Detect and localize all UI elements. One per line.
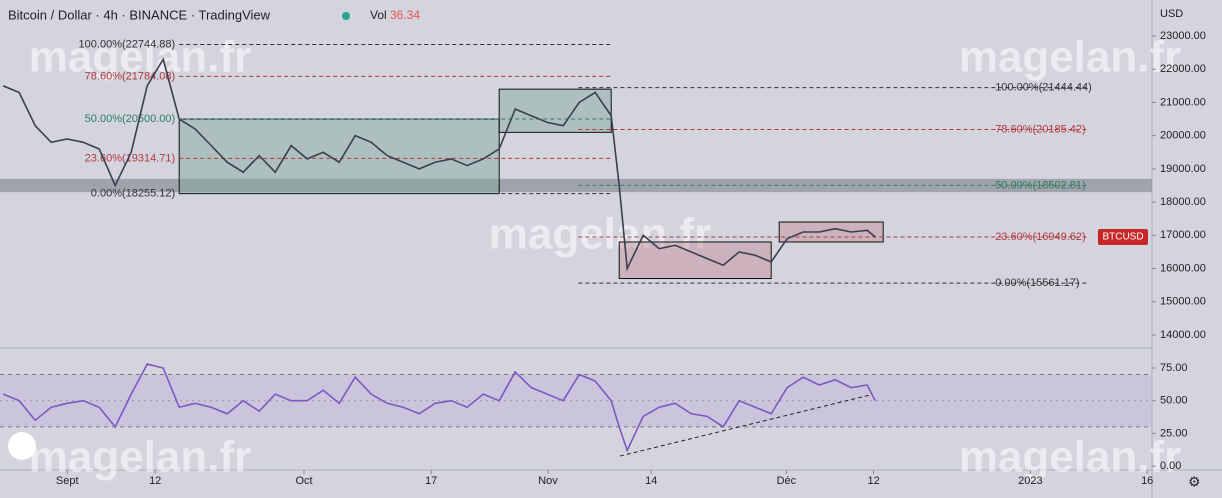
x-tick-label: Oct (295, 475, 312, 487)
fib-label: 0.00%(18255.12) (91, 188, 175, 200)
fib-label: 100.00%(21444.44) (995, 82, 1092, 94)
y-tick-label: 21000.00 (1160, 96, 1206, 108)
y-tick-label: 50.00 (1160, 395, 1188, 407)
status-dot (342, 12, 350, 20)
y-tick-label: 15000.00 (1160, 296, 1206, 308)
y-tick-label: 75.00 (1160, 362, 1188, 374)
x-tick-label: 2023 (1018, 475, 1042, 487)
fib-label: 100.00%(22744.88) (79, 38, 176, 50)
x-tick-label: Déc (777, 475, 797, 487)
range-box (778, 221, 884, 243)
range-box (618, 241, 772, 280)
y-tick-label: 18000.00 (1160, 196, 1206, 208)
y-tick-label: 14000.00 (1160, 329, 1206, 341)
settings-icon[interactable]: ⚙ (1188, 474, 1201, 490)
x-tick-label: 17 (425, 475, 437, 487)
x-tick-label: 12 (867, 475, 879, 487)
y-tick-label: 22000.00 (1160, 63, 1206, 75)
symbol-tag (1098, 228, 1148, 245)
support-band (0, 178, 1152, 193)
volume-label: Vol (370, 8, 387, 22)
chart-title: Bitcoin / Dollar · 4h · BINANCE · Tradin… (8, 7, 271, 22)
fib-label: 78.60%(20185.42) (995, 123, 1086, 135)
fib-label: 50.00%(18502.81) (995, 179, 1086, 191)
x-tick-label: 16 (1141, 475, 1153, 487)
logo (8, 432, 36, 460)
range-box (498, 88, 612, 133)
x-tick-label: 12 (149, 475, 161, 487)
watermark: magelan.fr (959, 33, 1182, 82)
y-tick-label: 17000.00 (1160, 229, 1206, 241)
volume-value: 36.34 (390, 8, 420, 22)
y-tick-label: 25.00 (1160, 427, 1188, 439)
symbol-tag-label: BTCUSD (1102, 232, 1143, 243)
y-tick-label: 16000.00 (1160, 262, 1206, 274)
fib-label: 0.00%(15561.17) (995, 277, 1079, 289)
fib-label: 78.60%(21784.08) (85, 70, 176, 82)
y-tick-label: 19000.00 (1160, 163, 1206, 175)
trendline (619, 394, 871, 457)
watermark: magelan.fr (29, 33, 252, 82)
price-line (2, 363, 876, 453)
fib-label: 23.60%(16949.62) (995, 231, 1086, 243)
x-tick-label: Nov (538, 475, 558, 487)
watermark: magelan.fr (489, 210, 712, 259)
x-tick-label: Sept (56, 475, 79, 487)
range-box (178, 118, 500, 195)
y-tick-label: 23000.00 (1160, 30, 1206, 42)
x-tick-label: 14 (645, 475, 657, 487)
y-tick-label: 20000.00 (1160, 130, 1206, 142)
fib-label: 23.60%(19314.71) (85, 152, 176, 164)
watermark: magelan.fr (29, 433, 252, 482)
price-line (2, 57, 876, 272)
watermark: magelan.fr (959, 433, 1182, 482)
y-tick-label: 0.00 (1160, 460, 1181, 472)
currency-label: USD (1160, 8, 1183, 20)
fib-label: 50.00%(20500.00) (85, 113, 176, 125)
